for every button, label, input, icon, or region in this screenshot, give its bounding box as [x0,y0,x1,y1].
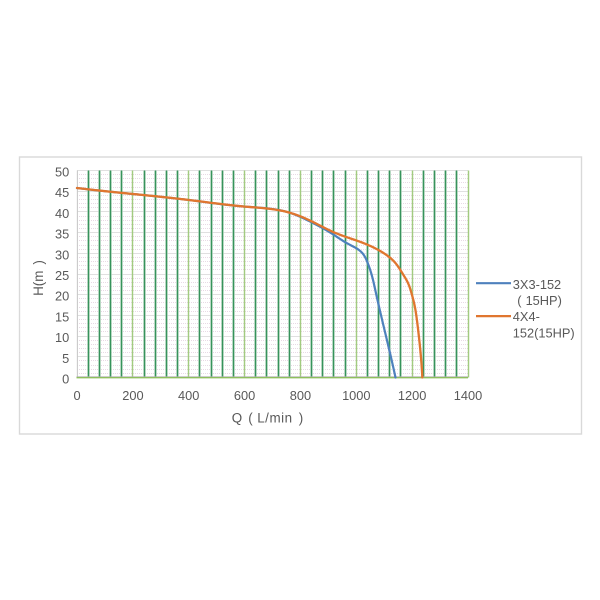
svg-text:5: 5 [62,351,69,366]
svg-text:H(m): H(m) [31,260,46,296]
svg-text:4X4-: 4X4- [513,309,540,324]
svg-text:800: 800 [290,388,311,403]
svg-text:15: 15 [55,309,69,324]
svg-text:45: 45 [55,185,69,200]
svg-text:1200: 1200 [398,388,426,403]
svg-text:20: 20 [55,289,69,304]
svg-text:0: 0 [62,372,69,387]
svg-text:35: 35 [55,227,69,242]
svg-text:30: 30 [55,247,69,262]
svg-text:Q(L/min): Q(L/min) [232,410,303,425]
svg-text:25: 25 [55,268,69,283]
svg-text:(15HP): (15HP) [517,293,562,308]
svg-text:3X3-152: 3X3-152 [513,277,561,292]
svg-text:600: 600 [234,388,255,403]
svg-text:1400: 1400 [454,388,482,403]
svg-text:152(15HP): 152(15HP) [513,326,575,341]
svg-text:200: 200 [122,388,143,403]
svg-text:40: 40 [55,206,69,221]
svg-text:400: 400 [178,388,199,403]
svg-text:0: 0 [73,388,80,403]
svg-text:10: 10 [55,330,69,345]
svg-text:50: 50 [55,165,69,180]
svg-text:1000: 1000 [342,388,370,403]
